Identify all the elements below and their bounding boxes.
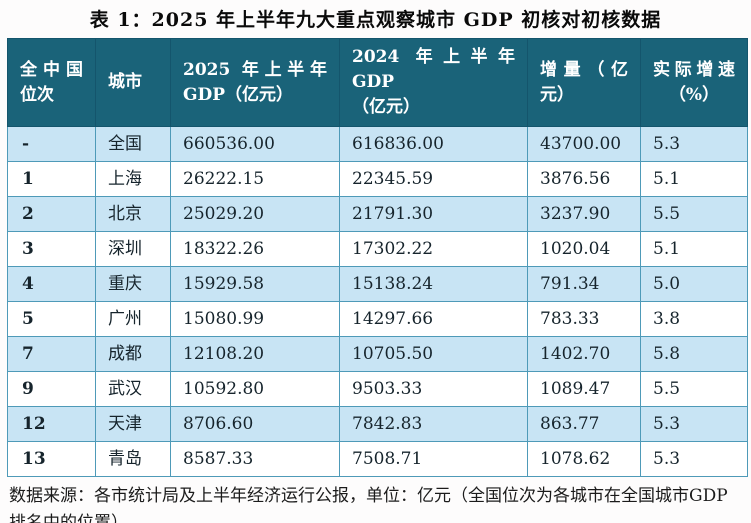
cell-growth: 5.5 (640, 371, 748, 407)
cell-rank: 7 (7, 336, 96, 372)
cell-increase: 1078.62 (527, 441, 641, 477)
table-row-national: - 全国 660536.00 616836.00 43700.00 5.3 (7, 126, 748, 162)
col-header-gdp2025: 2025 年上半年 GDP（亿元） (170, 38, 340, 127)
col-header-city-line1: 城市 (108, 72, 142, 92)
col-header-increase-line1: 增量（亿 (540, 59, 628, 80)
cell-growth: 5.1 (640, 231, 748, 267)
col-header-growth-line2: （%） (668, 84, 720, 105)
cell-gdp2024: 616836.00 (339, 126, 528, 162)
table-row-tianjin: 12 天津 8706.60 7842.83 863.77 5.3 (7, 406, 748, 442)
col-header-rank-line2: 位次 (20, 84, 54, 105)
col-header-rank-line1: 全中国 (20, 59, 83, 80)
cell-city: 青岛 (95, 441, 171, 477)
cell-growth: 3.8 (640, 301, 748, 337)
cell-gdp2024: 17302.22 (339, 231, 528, 267)
table-row-beijing: 2 北京 25029.20 21791.30 3237.90 5.5 (7, 196, 748, 232)
cell-gdp2024: 7842.83 (339, 406, 528, 442)
cell-increase: 791.34 (527, 266, 641, 302)
table-row-chongqing: 4 重庆 15929.58 15138.24 791.34 5.0 (7, 266, 748, 302)
table-row-guangzhou: 5 广州 15080.99 14297.66 783.33 3.8 (7, 301, 748, 337)
cell-gdp2024: 14297.66 (339, 301, 528, 337)
cell-rank: 9 (7, 371, 96, 407)
table-row-wuhan: 9 武汉 10592.80 9503.33 1089.47 5.5 (7, 371, 748, 407)
cell-city: 全国 (95, 126, 171, 162)
col-header-increase-line2: 元） (540, 84, 574, 105)
cell-gdp2025: 18322.26 (170, 231, 340, 267)
cell-gdp2024: 22345.59 (339, 161, 528, 197)
cell-gdp2025: 8706.60 (170, 406, 340, 442)
cell-gdp2025: 12108.20 (170, 336, 340, 372)
cell-rank: 4 (7, 266, 96, 302)
cell-city: 上海 (95, 161, 171, 197)
cell-gdp2025: 10592.80 (170, 371, 340, 407)
cell-increase: 3237.90 (527, 196, 641, 232)
cell-growth: 5.3 (640, 441, 748, 477)
cell-increase: 43700.00 (527, 126, 641, 162)
table-row-qingdao: 13 青岛 8587.33 7508.71 1078.62 5.3 (7, 441, 748, 477)
cell-growth: 5.8 (640, 336, 748, 372)
table-header-row: 全中国 位次 城市 2025 年上半年 GDP（亿元） 2024 年上半年 GD… (7, 38, 748, 127)
cell-rank: 5 (7, 301, 96, 337)
source-note: 数据来源：各市统计局及上半年经济运行公报，单位：亿元（全国位次为各城市在全国城市… (9, 486, 728, 523)
col-header-gdp2025-line1: 2025 年上半年 (183, 59, 327, 80)
cell-growth: 5.0 (640, 266, 748, 302)
col-header-increase: 增量（亿 元） (527, 38, 641, 127)
cell-increase: 1402.70 (527, 336, 641, 372)
cell-rank: 3 (7, 231, 96, 267)
cell-gdp2025: 8587.33 (170, 441, 340, 477)
cell-city: 北京 (95, 196, 171, 232)
cell-gdp2024: 9503.33 (339, 371, 528, 407)
cell-city: 天津 (95, 406, 171, 442)
cell-rank: 1 (7, 161, 96, 197)
table-row-shanghai: 1 上海 26222.15 22345.59 3876.56 5.1 (7, 161, 748, 197)
cell-growth: 5.3 (640, 126, 748, 162)
cell-growth: 5.3 (640, 406, 748, 442)
cell-city: 深圳 (95, 231, 171, 267)
cell-city: 重庆 (95, 266, 171, 302)
cell-gdp2025: 25029.20 (170, 196, 340, 232)
cell-gdp2024: 7508.71 (339, 441, 528, 477)
col-header-gdp2024-line1: 2024 年上半年 GDP (352, 47, 515, 92)
cell-increase: 863.77 (527, 406, 641, 442)
cell-rank: 13 (7, 441, 96, 477)
cell-city: 武汉 (95, 371, 171, 407)
col-header-city: 城市 (95, 38, 171, 127)
table-row-chengdu: 7 成都 12108.20 10705.50 1402.70 5.8 (7, 336, 748, 372)
cell-increase: 1089.47 (527, 371, 641, 407)
cell-rank: 2 (7, 196, 96, 232)
cell-gdp2025: 15929.58 (170, 266, 340, 302)
cell-gdp2025: 26222.15 (170, 161, 340, 197)
table-row-shenzhen: 3 深圳 18322.26 17302.22 1020.04 5.1 (7, 231, 748, 267)
cell-city: 广州 (95, 301, 171, 337)
col-header-gdp2025-line2: GDP（亿元） (183, 84, 294, 105)
cell-rank: - (7, 126, 96, 162)
cell-city: 成都 (95, 336, 171, 372)
cell-gdp2024: 15138.24 (339, 266, 528, 302)
cell-gdp2024: 21791.30 (339, 196, 528, 232)
cell-growth: 5.1 (640, 161, 748, 197)
col-header-growth: 实际增速 （%） (640, 38, 748, 127)
col-header-rank: 全中国 位次 (7, 38, 96, 127)
cell-growth: 5.5 (640, 196, 748, 232)
cell-gdp2024: 10705.50 (339, 336, 528, 372)
cell-gdp2025: 660536.00 (170, 126, 340, 162)
table-title: 表 1：2025 年上半年九大重点观察城市 GDP 初核对初核数据 (89, 9, 662, 31)
gdp-table: 全中国 位次 城市 2025 年上半年 GDP（亿元） 2024 年上半年 GD… (7, 38, 748, 477)
cell-gdp2025: 15080.99 (170, 301, 340, 337)
cell-increase: 1020.04 (527, 231, 641, 267)
col-header-gdp2024-line2: （亿元） (352, 97, 420, 117)
cell-increase: 3876.56 (527, 161, 641, 197)
cell-rank: 12 (7, 406, 96, 442)
col-header-growth-line1: 实际增速 (653, 59, 735, 80)
col-header-gdp2024: 2024 年上半年 GDP （亿元） (339, 38, 528, 127)
cell-increase: 783.33 (527, 301, 641, 337)
